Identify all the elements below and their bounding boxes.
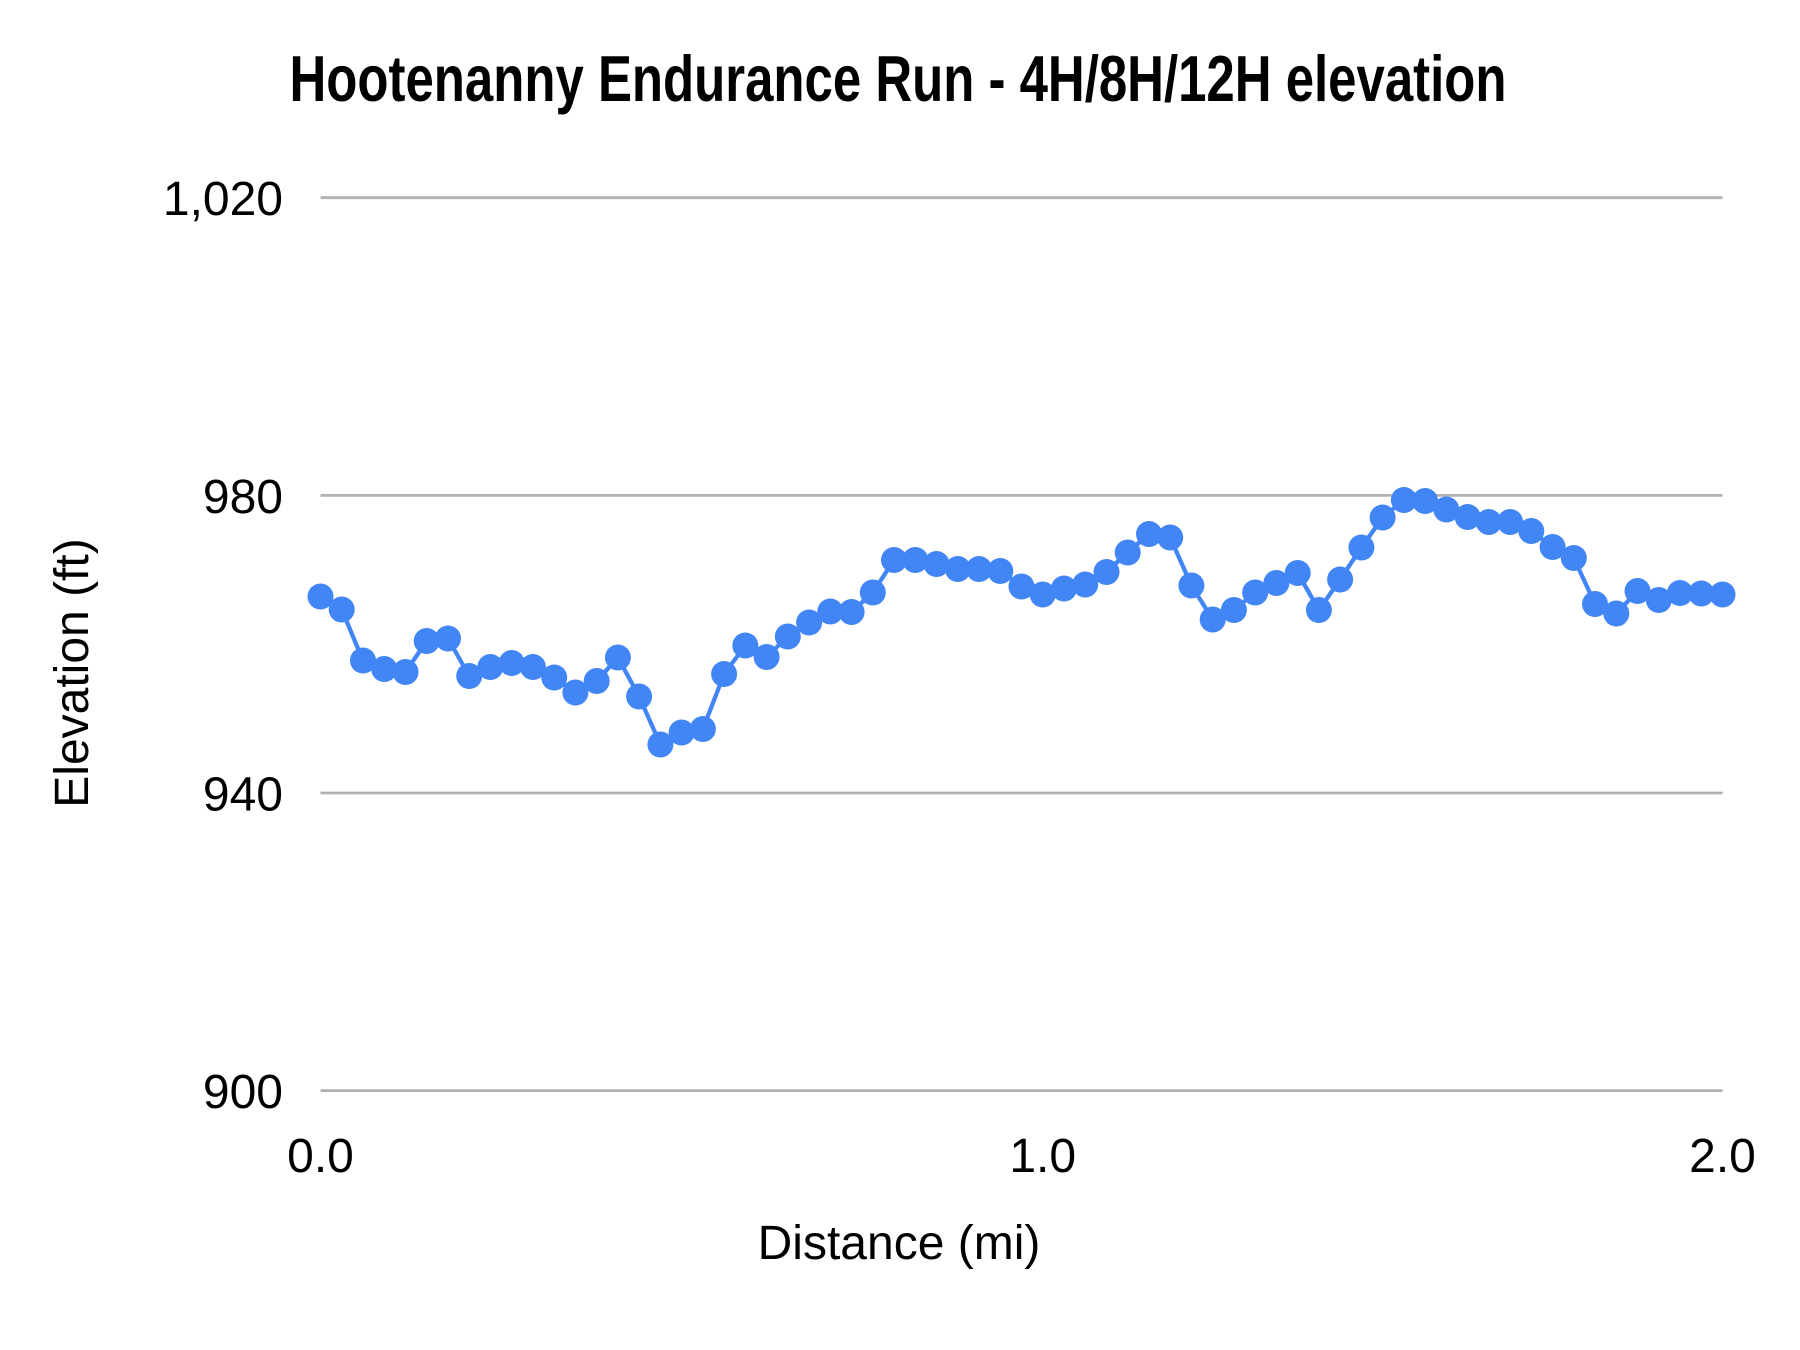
svg-text:1,020: 1,020 (163, 173, 283, 226)
svg-text:900: 900 (203, 1066, 283, 1119)
svg-text:980: 980 (203, 471, 283, 524)
svg-text:0.0: 0.0 (287, 1130, 354, 1183)
svg-text:Hootenanny Endurance Run - 4H/: Hootenanny Endurance Run - 4H/8H/12H ele… (290, 42, 1507, 115)
svg-text:Distance (mi): Distance (mi) (758, 1217, 1041, 1270)
svg-text:2.0: 2.0 (1689, 1130, 1756, 1183)
svg-text:940: 940 (203, 769, 283, 822)
svg-text:1.0: 1.0 (1009, 1130, 1076, 1183)
svg-text:Elevation (ft): Elevation (ft) (46, 538, 99, 807)
